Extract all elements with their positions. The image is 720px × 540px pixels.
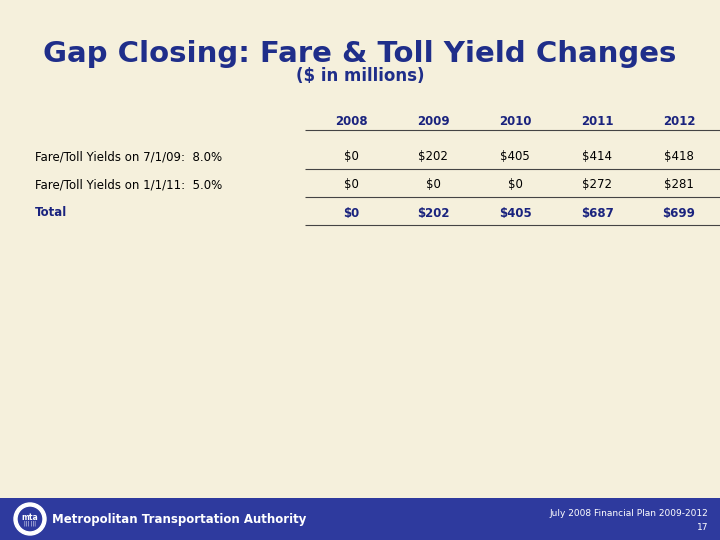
Text: 2010: 2010 [499, 115, 531, 128]
Text: $0: $0 [343, 151, 359, 164]
Text: July 2008 Financial Plan 2009-2012: July 2008 Financial Plan 2009-2012 [549, 509, 708, 517]
Text: $0: $0 [343, 179, 359, 192]
Text: Total: Total [35, 206, 67, 219]
Text: Metropolitan Transportation Authority: Metropolitan Transportation Authority [52, 512, 307, 525]
Text: mta: mta [22, 512, 38, 522]
Text: 2012: 2012 [662, 115, 696, 128]
Text: 2008: 2008 [335, 115, 367, 128]
Text: ||| |||: ||| ||| [24, 520, 36, 526]
Text: 17: 17 [696, 523, 708, 532]
Text: $699: $699 [662, 206, 696, 219]
Bar [0, 498, 720, 540]
Circle shape [14, 503, 46, 535]
Text: ($ in millions): ($ in millions) [296, 67, 424, 85]
Text: $0: $0 [343, 206, 359, 219]
Text: $414: $414 [582, 151, 612, 164]
Text: $687: $687 [580, 206, 613, 219]
Text: $202: $202 [418, 151, 448, 164]
Text: $405: $405 [499, 206, 531, 219]
Text: $418: $418 [664, 151, 694, 164]
Text: Gap Closing: Fare & Toll Yield Changes: Gap Closing: Fare & Toll Yield Changes [43, 40, 677, 68]
Text: $202: $202 [417, 206, 449, 219]
Text: 2011: 2011 [581, 115, 613, 128]
Text: $0: $0 [426, 179, 441, 192]
Text: Fare/Toll Yields on 1/1/11:  5.0%: Fare/Toll Yields on 1/1/11: 5.0% [35, 179, 222, 192]
Text: Fare/Toll Yields on 7/1/09:  8.0%: Fare/Toll Yields on 7/1/09: 8.0% [35, 151, 222, 164]
Text: $0: $0 [508, 179, 523, 192]
Circle shape [17, 506, 43, 532]
Text: $405: $405 [500, 151, 530, 164]
Text: 2009: 2009 [417, 115, 449, 128]
Text: $272: $272 [582, 179, 612, 192]
Text: $281: $281 [664, 179, 694, 192]
